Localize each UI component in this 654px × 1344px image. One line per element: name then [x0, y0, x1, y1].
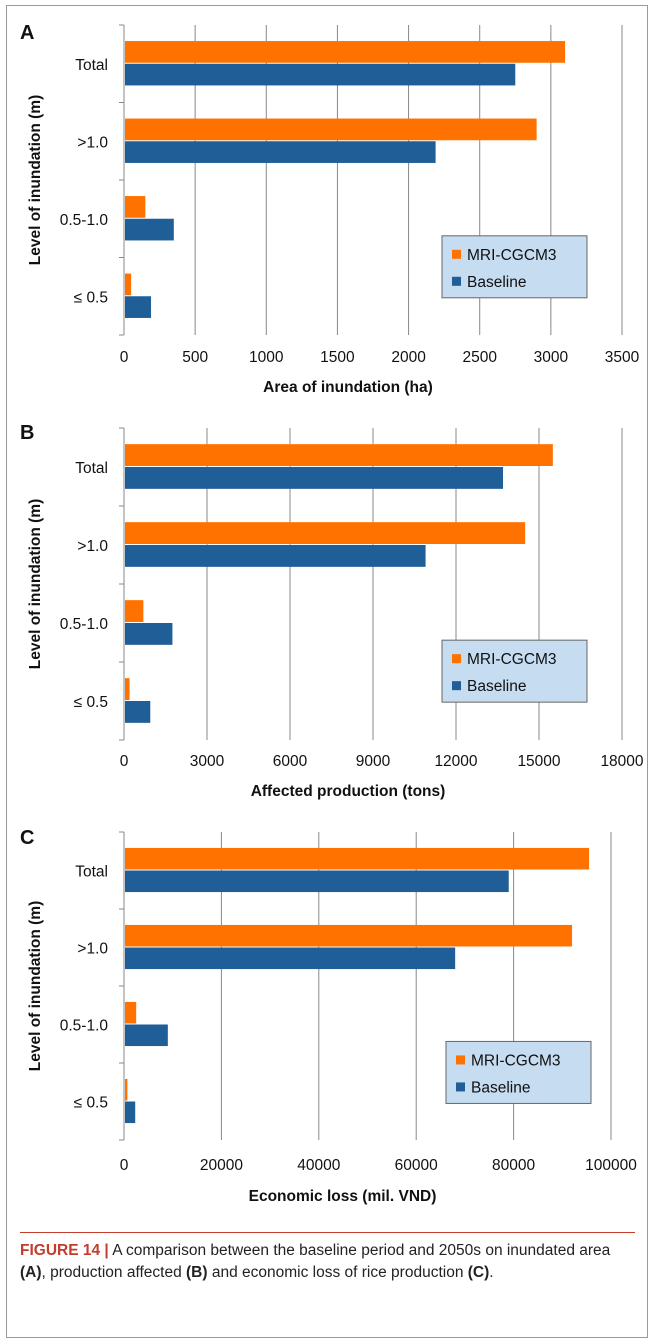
bar-baseline: [125, 545, 426, 567]
x-axis-label: Area of inundation (ha): [263, 379, 433, 396]
bar-mri-cgcm3: [125, 600, 144, 622]
bar-mri-cgcm3: [125, 118, 537, 141]
caption-ref-c: (C): [467, 1264, 490, 1281]
bar-mri-cgcm3: [125, 924, 573, 947]
legend-box: [441, 639, 588, 703]
caption-text-4: .: [489, 1264, 494, 1281]
x-tick-label: 2000: [391, 349, 426, 366]
x-tick-label: 12000: [434, 753, 477, 770]
legend-label: MRI-CGCM3: [467, 247, 557, 264]
x-tick-label: 2500: [462, 349, 497, 366]
x-tick-label: 9000: [356, 753, 391, 770]
x-tick-label: 3000: [190, 753, 225, 770]
x-axis-label: Affected production (tons): [251, 783, 446, 800]
legend: MRI-CGCM3 Baseline: [441, 235, 588, 299]
x-tick-label: 6000: [273, 753, 308, 770]
x-tick-label: 80000: [492, 1157, 535, 1174]
bar-mri-cgcm3: [125, 1001, 137, 1024]
bar-mri-cgcm3: [125, 273, 132, 296]
caption-text-3: and economic loss of rice production: [207, 1264, 468, 1281]
figure-charts: A Total >1.0 0.5-1.0 ≤ 0.5 0 500 1000 1500 2000 25…: [20, 22, 644, 1205]
bar-baseline: [125, 1024, 168, 1047]
caption-ref-a: (A): [20, 1264, 42, 1281]
panel-label: B: [20, 422, 34, 444]
bar-mri-cgcm3: [125, 41, 566, 63]
legend: MRI-CGCM3 Baseline: [445, 1040, 592, 1104]
bar-mri-cgcm3: [125, 444, 553, 466]
y-tick-label: 0.5-1.0: [60, 212, 109, 229]
bar-baseline: [125, 63, 516, 86]
y-tick-label: Total: [75, 864, 108, 881]
x-tick-label: 40000: [297, 1157, 340, 1174]
y-tick-label: Total: [75, 460, 108, 477]
y-tick-label: 0.5-1.0: [60, 616, 109, 633]
x-tick-label: 1500: [320, 349, 355, 366]
bar-baseline: [125, 218, 174, 241]
bar-mri-cgcm3: [125, 678, 130, 700]
bar-baseline: [125, 947, 456, 970]
y-tick-label: >1.0: [77, 134, 108, 151]
legend-swatch: [452, 276, 461, 286]
legend-label: Baseline: [471, 1079, 530, 1096]
legend-swatch: [452, 654, 461, 664]
bar-mri-cgcm3: [125, 1078, 128, 1101]
figure-frame: [6, 5, 648, 1338]
caption-figure-label: FIGURE 14 |: [20, 1242, 109, 1259]
bar-baseline: [125, 467, 504, 489]
x-tick-label: 20000: [200, 1157, 243, 1174]
caption-text-1: A comparison between the baseline period…: [108, 1242, 611, 1259]
legend-box: [441, 235, 588, 299]
y-tick-label: >1.0: [77, 941, 108, 958]
legend-box: [445, 1040, 592, 1104]
x-tick-label: 500: [182, 349, 208, 366]
legend-swatch: [456, 1055, 465, 1065]
chart-panel-a: A Total >1.0 0.5-1.0 ≤ 0.5 0 500 1000 1500 2000 25…: [20, 22, 640, 396]
legend-label: MRI-CGCM3: [471, 1052, 561, 1069]
x-tick-label: 1000: [249, 349, 284, 366]
x-tick-label: 60000: [395, 1157, 438, 1174]
chart-panel-c: C Total >1.0 0.5-1.0 ≤ 0.5 0 20000 40000 60000 80…: [20, 827, 637, 1205]
caption-ref-b: (B): [186, 1264, 208, 1281]
bar-mri-cgcm3: [125, 522, 526, 544]
y-axis-label: Level of inundation (m): [27, 95, 44, 266]
legend: MRI-CGCM3 Baseline: [441, 639, 588, 703]
x-tick-label: 100000: [585, 1157, 637, 1174]
y-tick-label: ≤ 0.5: [74, 694, 108, 711]
bar-mri-cgcm3: [125, 847, 590, 870]
bar-baseline: [125, 141, 436, 163]
legend-label: Baseline: [467, 678, 526, 695]
panel-label: C: [20, 827, 34, 849]
legend-swatch: [452, 249, 461, 259]
caption-rule: [20, 1232, 635, 1233]
y-axis-label: Level of inundation (m): [27, 901, 44, 1072]
bar-baseline: [125, 1101, 136, 1124]
chart-panel-b: B Total >1.0 0.5-1.0 ≤ 0.5 0 3000 6000 9000 12000…: [20, 422, 644, 800]
bar-baseline: [125, 623, 173, 645]
caption-text-2: , production affected: [41, 1264, 187, 1281]
x-tick-label: 3500: [605, 349, 640, 366]
x-tick-label: 0: [120, 349, 129, 366]
figure-caption: FIGURE 14 | A comparison between the bas…: [20, 1240, 635, 1284]
legend-label: MRI-CGCM3: [467, 651, 557, 668]
legend-swatch: [456, 1082, 465, 1092]
x-tick-label: 0: [120, 1157, 129, 1174]
y-tick-label: ≤ 0.5: [74, 289, 108, 306]
bar-baseline: [125, 870, 509, 893]
bar-baseline: [125, 701, 151, 723]
x-tick-label: 3000: [534, 349, 569, 366]
y-tick-label: ≤ 0.5: [74, 1095, 108, 1112]
x-tick-label: 0: [120, 753, 129, 770]
y-tick-label: Total: [75, 57, 108, 74]
bar-baseline: [125, 296, 152, 318]
bar-mri-cgcm3: [125, 196, 146, 218]
y-tick-label: >1.0: [77, 538, 108, 555]
y-axis-label: Level of inundation (m): [27, 499, 44, 670]
panel-label: A: [20, 22, 34, 44]
legend-label: Baseline: [467, 274, 526, 291]
x-axis-label: Economic loss (mil. VND): [249, 1188, 437, 1205]
x-tick-label: 18000: [600, 753, 643, 770]
legend-swatch: [452, 681, 461, 691]
y-tick-label: 0.5-1.0: [60, 1018, 109, 1035]
x-tick-label: 15000: [517, 753, 560, 770]
